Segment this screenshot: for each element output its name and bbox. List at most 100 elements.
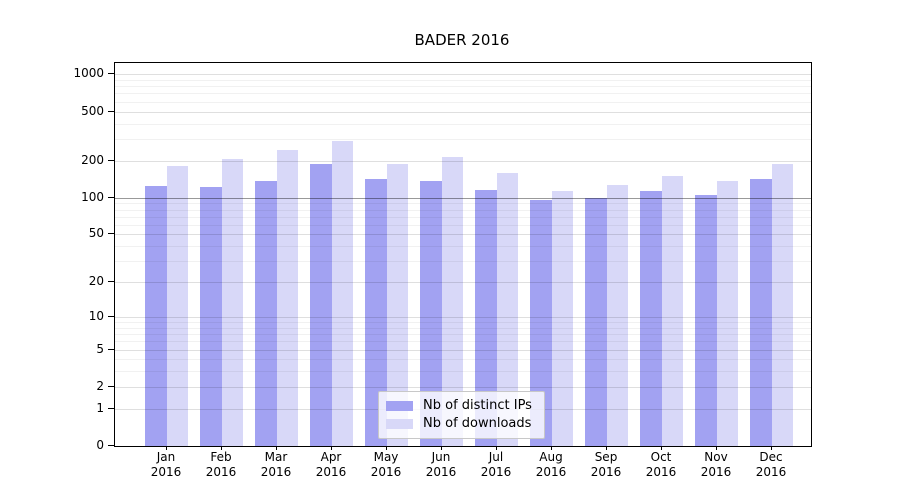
- gridline-minor-80: [115, 210, 811, 211]
- bar-downloads-aug: [551, 191, 574, 446]
- bar-distinct_ips-may: [365, 178, 387, 446]
- x-tick-year: 2016: [590, 465, 622, 479]
- x-tick-feb: [221, 446, 222, 450]
- y-tick-100: [108, 197, 115, 198]
- bar-distinct_ips-dec: [750, 179, 772, 446]
- gridline-major-1000: [115, 74, 811, 75]
- x-tick-month: Feb: [210, 450, 232, 464]
- y-tick-1000: [108, 73, 115, 74]
- x-tick-label-jul: Jul 2016: [466, 450, 526, 480]
- chart-title: BADER 2016: [414, 31, 510, 49]
- gridline-major-20: [115, 282, 811, 283]
- bar-downloads-mar: [276, 150, 299, 446]
- gridline-minor-4: [115, 359, 811, 360]
- bar-downloads-sep: [606, 185, 629, 446]
- plot-area: [114, 62, 812, 447]
- bar-distinct_ips-feb: [200, 186, 222, 446]
- x-tick-month: May: [373, 450, 399, 464]
- bar-distinct_ips-oct: [640, 191, 662, 446]
- x-tick-dec: [771, 446, 772, 450]
- gridline-major-2: [115, 387, 811, 388]
- x-tick-year: 2016: [150, 465, 182, 479]
- x-tick-mar: [276, 446, 277, 450]
- legend-swatch-distinct-ips: [386, 401, 413, 411]
- y-tick-10: [108, 316, 115, 317]
- y-tick-label-500: 500: [81, 104, 104, 118]
- x-tick-year: 2016: [755, 465, 787, 479]
- x-tick-label-mar: Mar 2016: [246, 450, 306, 480]
- y-tick-2: [108, 386, 115, 387]
- y-tick-label-200: 200: [81, 153, 104, 167]
- y-tick-label-0: 0: [96, 438, 104, 452]
- x-tick-nov: [716, 446, 717, 450]
- y-tick-label-10: 10: [88, 309, 104, 323]
- y-tick-50: [108, 233, 115, 234]
- x-tick-apr: [331, 446, 332, 450]
- x-tick-label-may: May 2016: [356, 450, 416, 480]
- x-tick-year: 2016: [370, 465, 402, 479]
- x-tick-label-apr: Apr 2016: [301, 450, 361, 480]
- bar-distinct_ips-apr: [310, 163, 332, 446]
- gridline-major-500: [115, 112, 811, 113]
- y-tick-label-1: 1: [96, 401, 104, 415]
- x-tick-month: Nov: [704, 450, 728, 464]
- x-tick-year: 2016: [645, 465, 677, 479]
- y-tick-label-2: 2: [96, 379, 104, 393]
- gridline-major-50: [115, 234, 811, 235]
- x-tick-label-jun: Jun 2016: [411, 450, 471, 480]
- gridline-minor-6: [115, 341, 811, 342]
- y-tick-0: [108, 445, 115, 446]
- x-tick-jul: [496, 446, 497, 450]
- x-tick-jun: [441, 446, 442, 450]
- x-tick-label-nov: Nov 2016: [686, 450, 746, 480]
- legend: Nb of distinct IPs Nb of downloads: [378, 391, 545, 439]
- y-tick-label-20: 20: [88, 274, 104, 288]
- y-tick-1: [108, 408, 115, 409]
- gridline-major-5: [115, 350, 811, 351]
- x-tick-month: Mar: [264, 450, 288, 464]
- x-tick-label-dec: Dec 2016: [741, 450, 801, 480]
- x-tick-month: Jun: [431, 450, 451, 464]
- gridline-major-200: [115, 161, 811, 162]
- gridline-minor-60: [115, 225, 811, 226]
- gridline-minor-3: [115, 371, 811, 372]
- legend-item-distinct-ips: Nb of distinct IPs: [386, 399, 532, 413]
- legend-swatch-downloads: [386, 419, 413, 429]
- y-tick-20: [108, 281, 115, 282]
- x-tick-year: 2016: [425, 465, 457, 479]
- x-tick-aug: [551, 446, 552, 450]
- bar-downloads-jun: [441, 156, 464, 446]
- bar-downloads-apr: [331, 140, 354, 446]
- gridline-minor-800: [115, 86, 811, 87]
- legend-item-downloads: Nb of downloads: [386, 417, 532, 431]
- bar-downloads-jul: [496, 172, 519, 446]
- x-tick-label-sep: Sep 2016: [576, 450, 636, 480]
- x-tick-jan: [166, 446, 167, 450]
- x-tick-label-aug: Aug 2016: [521, 450, 581, 480]
- bar-distinct_ips-mar: [255, 181, 277, 446]
- gridline-minor-300: [115, 139, 811, 140]
- x-tick-oct: [661, 446, 662, 450]
- gridline-minor-8: [115, 328, 811, 329]
- bar-distinct_ips-jan: [145, 186, 167, 446]
- bar-distinct_ips-jun: [420, 181, 442, 446]
- x-tick-month: Apr: [320, 450, 342, 464]
- x-tick-month: Dec: [759, 450, 783, 464]
- x-tick-month: Sep: [594, 450, 618, 464]
- gridline-minor-700: [115, 93, 811, 94]
- x-tick-year: 2016: [480, 465, 512, 479]
- bar-downloads-dec: [771, 163, 794, 446]
- x-tick-month: Oct: [650, 450, 672, 464]
- x-tick-year: 2016: [315, 465, 347, 479]
- gridline-emphasis-100: [115, 198, 811, 199]
- y-tick-label-5: 5: [96, 342, 104, 356]
- x-tick-month: Jul: [488, 450, 504, 464]
- x-tick-year: 2016: [260, 465, 292, 479]
- x-tick-year: 2016: [535, 465, 567, 479]
- gridline-minor-9: [115, 322, 811, 323]
- gridline-minor-70: [115, 217, 811, 218]
- x-tick-label-feb: Feb 2016: [191, 450, 251, 480]
- gridline-minor-400: [115, 124, 811, 125]
- legend-label: Nb of downloads: [423, 416, 532, 431]
